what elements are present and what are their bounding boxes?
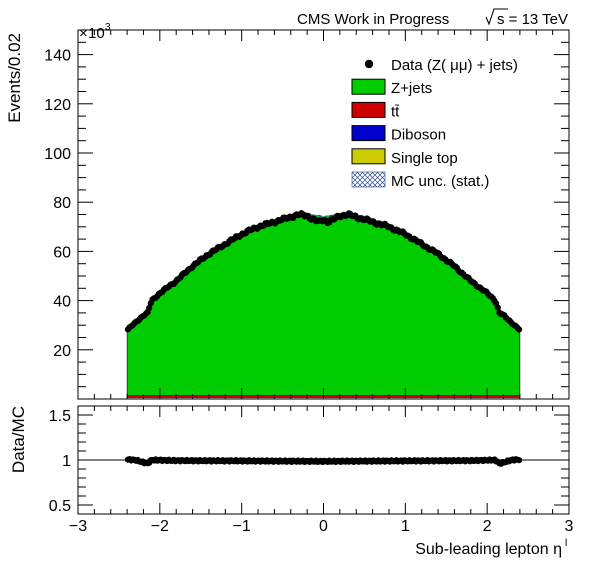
sqrt-symbol — [485, 8, 508, 26]
main-y-tick-label: 40 — [53, 294, 71, 311]
energy-label: s = 13 TeV — [497, 11, 568, 28]
y-exponent-power: 3 — [105, 22, 111, 33]
main-y-tick-label: 140 — [44, 48, 71, 65]
x-tick-label: 2 — [483, 518, 492, 535]
x-tick-label: 0 — [319, 518, 328, 535]
x-tick-label: 1 — [401, 518, 410, 535]
legend-label: Z+jets — [391, 80, 432, 97]
legend-swatch — [351, 171, 386, 188]
legend-data-marker — [364, 59, 374, 69]
legend-label: Diboson — [391, 127, 446, 144]
legend-label: Data (Z( μμ) + jets) — [391, 57, 518, 74]
ratio-y-tick-label: 0.5 — [49, 498, 71, 515]
legend-swatch — [351, 78, 386, 95]
legend-entry-zjets: Z+jets — [351, 78, 432, 97]
legend-swatch — [351, 125, 386, 142]
legend-swatch — [351, 148, 386, 165]
data-points — [124, 210, 523, 333]
zjets-histogram — [126, 211, 521, 396]
x-tick-label: −2 — [151, 518, 169, 535]
legend: Data (Z( μμ) + jets) Z+jets tt̄ Diboson Sing… — [351, 57, 518, 190]
main-y-tick-label: 80 — [53, 195, 71, 212]
legend-entry-diboson: Diboson — [351, 125, 446, 144]
ratio-ylabel: Data/MC — [9, 406, 28, 473]
main-y-tick-label: 120 — [44, 97, 71, 114]
main-axis-ticks: 20 40 60 80 100 120 140 — [44, 29, 570, 399]
ratio-axis-ticks: −3 −2 −1 0 1 2 3 0.5 1 1.5 — [49, 405, 574, 535]
ratio-points — [124, 456, 523, 467]
main-y-tick-label: 20 — [53, 343, 71, 360]
data-point — [494, 304, 501, 311]
x-tick-label: 3 — [565, 518, 574, 535]
data-point — [146, 304, 153, 311]
ratio-plot-area — [78, 456, 569, 467]
ratio-y-tick-label: 1 — [62, 453, 71, 470]
x-tick-label: −1 — [233, 518, 251, 535]
energy-label-group: s = 13 TeV — [485, 8, 568, 28]
legend-label: MC unc. (stat.) — [391, 173, 489, 190]
legend-entry-ttbar: tt̄ — [351, 101, 400, 120]
y-exponent: × 10 3 — [79, 22, 111, 42]
main-y-tick-label: 60 — [53, 244, 71, 261]
y-exponent-base: 10 — [88, 25, 105, 42]
data-point — [515, 326, 523, 333]
ratio-y-tick-label: 1.5 — [49, 408, 71, 425]
x-axis-title: Sub-leading lepton η l — [415, 538, 567, 558]
x-tick-label: −3 — [69, 518, 87, 535]
main-ylabel: Events/0.02 — [5, 33, 24, 123]
legend-entry-singletop: Single top — [351, 148, 458, 167]
main-plot-area — [124, 210, 523, 399]
xlabel-superscript: l — [565, 538, 567, 549]
y-exponent-cross: × — [79, 25, 88, 42]
ratio-point — [515, 457, 523, 464]
legend-entry-data: Data (Z( μμ) + jets) — [364, 57, 518, 74]
xlabel: Sub-leading lepton η — [415, 541, 562, 558]
experiment-label: CMS Work in Progress — [297, 11, 449, 28]
legend-swatch — [351, 101, 386, 118]
legend-label: Single top — [391, 150, 458, 167]
legend-entry-mcunc: MC unc. (stat.) — [351, 171, 489, 190]
legend-label: tt̄ — [391, 103, 400, 120]
main-y-tick-label: 100 — [44, 146, 71, 163]
